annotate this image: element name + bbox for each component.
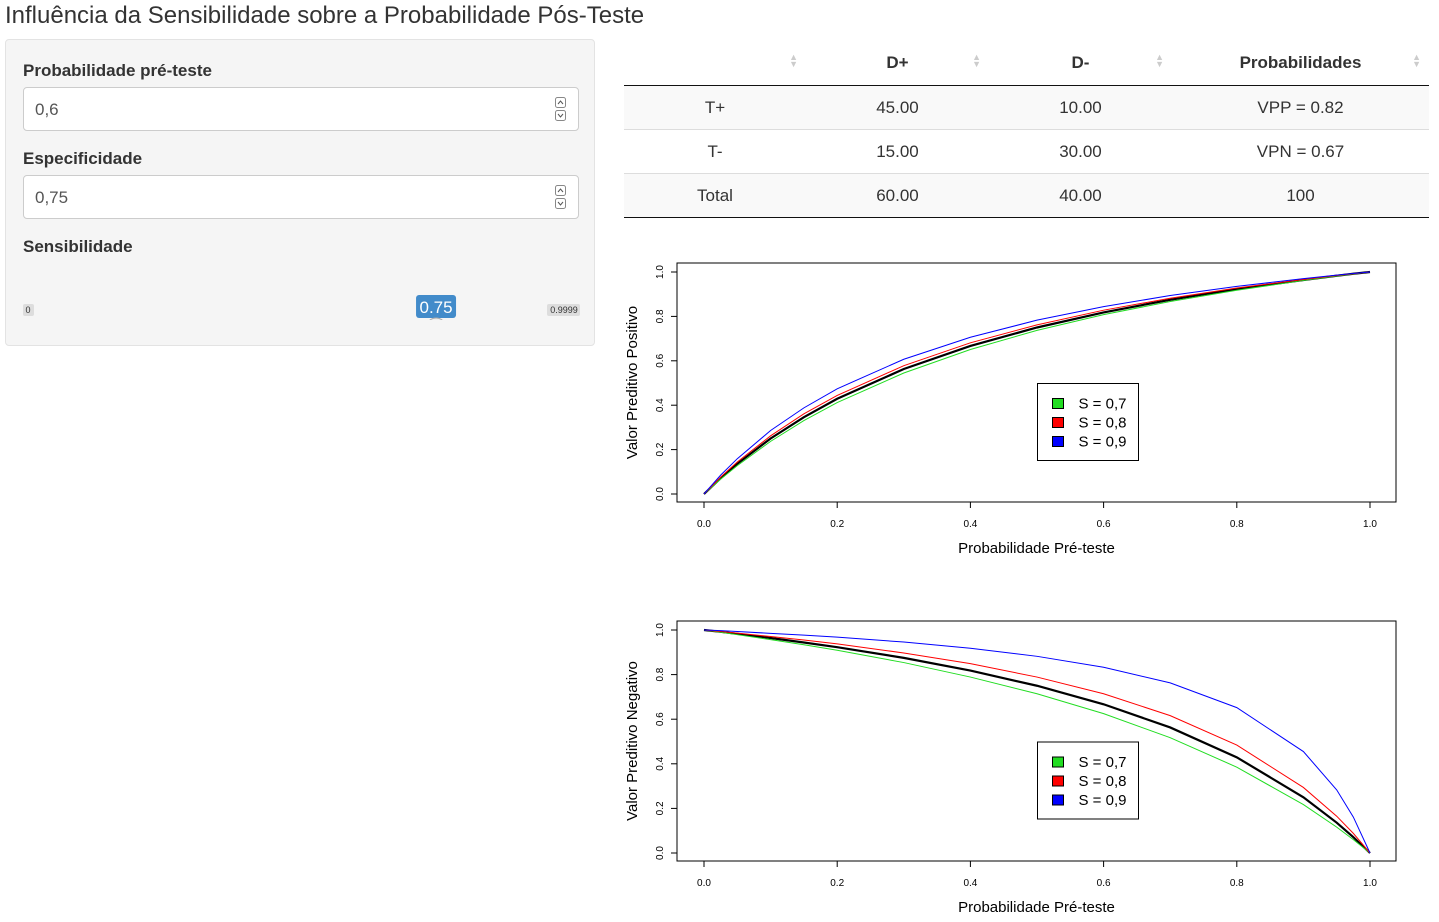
spinner[interactable] [555, 185, 566, 209]
legend-label: S = 0,9 [1079, 792, 1127, 809]
legend-swatch [1052, 436, 1064, 447]
input-label: Probabilidade pré-teste [23, 61, 212, 80]
y-axis-label: Valor Preditivo Positivo [624, 306, 641, 459]
series-line [703, 271, 1371, 495]
numeric-input[interactable]: 0,75 [23, 175, 579, 219]
table: ▲ ▼ D+ ▲ ▼ D- ▲ ▼ Probabilidades ▲ ▼ T+ 45.00 10.… [624, 40, 1429, 218]
x-tick-label: 0.8 [1230, 878, 1244, 889]
x-axis-label: Probabilidade Pré-teste [958, 540, 1115, 557]
y-tick-label: 0.8 [655, 667, 666, 681]
legend-swatch [1052, 398, 1064, 409]
cell: 100 [1172, 173, 1429, 218]
input-value: 0,6 [35, 100, 59, 119]
x-tick-label: 0.4 [963, 878, 977, 889]
y-tick-label: 1.0 [655, 623, 666, 637]
header-text: Probabilidades [1239, 52, 1362, 72]
y-tick-label: 0.0 [655, 846, 666, 860]
legend-label: S = 0,8 [1079, 773, 1127, 790]
x-tick-label: 0.6 [1097, 878, 1111, 889]
plot-box [676, 262, 1397, 503]
y-tick-label: 0.4 [655, 398, 666, 412]
series-line [703, 629, 1371, 854]
value-bubble [416, 295, 457, 318]
x-tick-label: 0.4 [963, 519, 977, 530]
slider[interactable]: 00.999900.10.20.30.40.50.60.70.80.90.999… [6, 255, 594, 320]
x-tick-label: 1.0 [1363, 878, 1377, 889]
cell: 30.00 [989, 129, 1172, 174]
y-tick-label: 0.6 [655, 353, 666, 367]
input-label: Especificidade [23, 149, 143, 168]
x-tick-label: 0.0 [697, 519, 711, 530]
legend-label: S = 0,7 [1079, 754, 1127, 771]
header-cell[interactable]: Probabilidades ▲ ▼ [1172, 40, 1429, 86]
series-line [703, 271, 1371, 495]
y-tick-label: 0.2 [655, 442, 666, 456]
header-text: D+ [886, 52, 909, 72]
header-cell: ▲ ▼ [624, 40, 806, 86]
page-title: Influência da Sensibilidade sobre a Prob… [5, 2, 645, 29]
slider-label: Sensibilidade [23, 237, 133, 256]
y-tick-label: 0.0 [655, 487, 666, 501]
cell: 45.00 [806, 85, 989, 130]
legend-swatch [1052, 775, 1064, 787]
min-box [23, 304, 34, 316]
series-line [703, 628, 1371, 854]
y-tick-label: 0.6 [655, 712, 666, 726]
slider-max: 0.9999 [550, 305, 578, 315]
legend-swatch [1052, 794, 1064, 806]
legend-label: S = 0,9 [1079, 434, 1127, 451]
numeric-input[interactable]: 0,6 [23, 87, 579, 131]
x-tick-label: 1.0 [1363, 519, 1377, 530]
sidebar: Probabilidade pré-teste 0,6 Especificida… [5, 39, 595, 346]
x-tick-label: 0.8 [1230, 519, 1244, 530]
y-tick-label: 0.4 [655, 756, 666, 770]
x-tick-label: 0.2 [830, 878, 844, 889]
y-tick-label: 0.2 [655, 801, 666, 815]
input-value: 0,75 [35, 188, 69, 207]
cell: T- [624, 129, 806, 174]
legend-swatch [1052, 417, 1064, 428]
header-text: D- [1071, 52, 1090, 72]
cell: 15.00 [806, 129, 989, 174]
x-axis-label: Probabilidade Pré-teste [958, 899, 1115, 916]
x-tick-label: 0.2 [830, 519, 844, 530]
slider-min: 0 [25, 305, 30, 315]
cell: 10.00 [989, 85, 1172, 130]
cell: T+ [624, 85, 806, 130]
x-tick-label: 0.6 [1097, 519, 1111, 530]
header-cell[interactable]: D+ ▲ ▼ [806, 40, 989, 86]
max-box [547, 304, 580, 316]
cell: VPN = 0.67 [1172, 129, 1429, 174]
header-cell[interactable]: D- ▲ ▼ [989, 40, 1172, 86]
series-line [703, 629, 1371, 854]
series-line [703, 271, 1371, 495]
legend-label: S = 0,8 [1079, 415, 1127, 432]
cell: VPP = 0.82 [1172, 85, 1429, 130]
slider-handle[interactable] [426, 317, 446, 320]
cell: 40.00 [989, 173, 1172, 218]
y-tick-label: 1.0 [655, 265, 666, 279]
spinner[interactable] [555, 97, 566, 121]
slider-value: 0.75 [419, 298, 452, 317]
cell: Total [624, 173, 806, 218]
series-line [703, 629, 1371, 854]
legend-label: S = 0,7 [1079, 396, 1127, 413]
y-axis-label: Valor Preditivo Negativo [624, 661, 641, 821]
cell: 60.00 [806, 173, 989, 218]
y-tick-label: 0.8 [655, 309, 666, 323]
legend-swatch [1052, 756, 1064, 768]
x-tick-label: 0.0 [697, 878, 711, 889]
